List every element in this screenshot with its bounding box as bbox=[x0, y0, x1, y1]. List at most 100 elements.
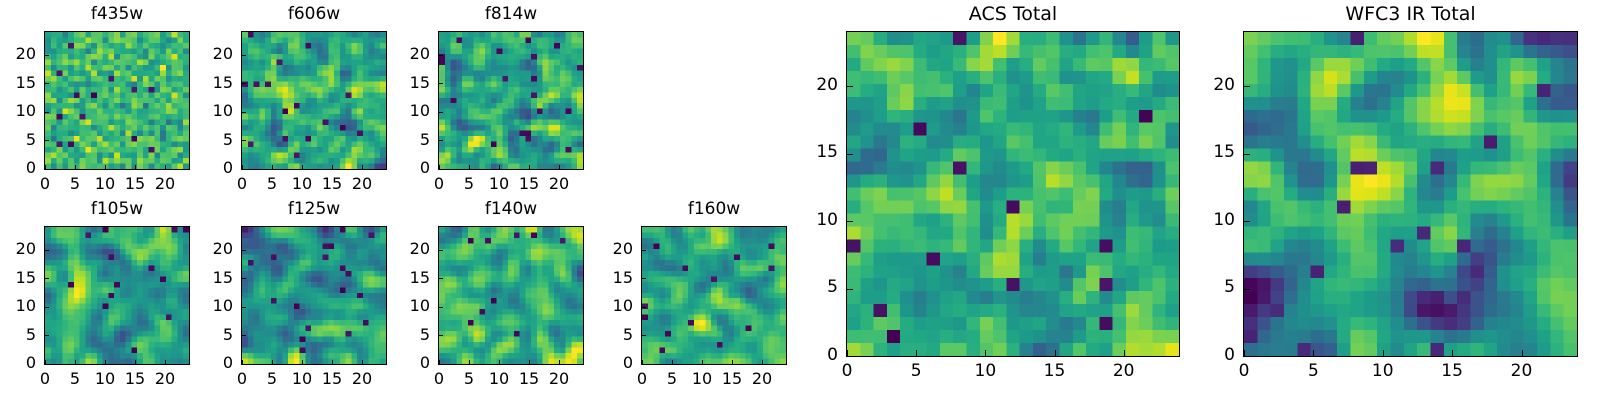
ytick-wfc3_ir_total-5 bbox=[1244, 289, 1250, 290]
ytick-acs_total-15 bbox=[847, 154, 853, 155]
xticklabel-f105w-20: 20 bbox=[154, 369, 176, 388]
xticklabel-f606w-0: 0 bbox=[236, 174, 248, 193]
xticklabel-f140w-0: 0 bbox=[433, 369, 445, 388]
ytick-f125w-0 bbox=[242, 364, 246, 365]
ytick-f125w-15 bbox=[242, 278, 246, 279]
yticklabel-f606w-0: 0 bbox=[222, 158, 233, 178]
xtick-wfc3_ir_total-15 bbox=[1452, 350, 1453, 356]
yticklabel-f140w-0: 0 bbox=[419, 353, 430, 373]
yticklabel-f125w-15: 15 bbox=[212, 267, 233, 287]
xticklabel-wfc3_ir_total-0: 0 bbox=[1238, 361, 1250, 381]
yticklabel-f606w-20: 20 bbox=[212, 44, 233, 64]
ytick-f140w-20 bbox=[439, 250, 443, 251]
ytick-f435w-5 bbox=[45, 140, 49, 141]
xticklabel-wfc3_ir_total-5: 5 bbox=[1307, 361, 1319, 381]
yticklabel-f125w-10: 10 bbox=[212, 296, 233, 316]
xtick-wfc3_ir_total-0 bbox=[1244, 350, 1245, 356]
yticklabel-f435w-15: 15 bbox=[15, 72, 36, 92]
yticklabel-wfc3_ir_total-15: 15 bbox=[1213, 142, 1235, 163]
yticklabel-f105w-0: 0 bbox=[25, 353, 36, 373]
ytick-wfc3_ir_total-15 bbox=[1244, 154, 1250, 155]
xticklabel-f105w-0: 0 bbox=[39, 369, 51, 388]
heatmap-canvas-wfc3_ir_total bbox=[1244, 32, 1577, 356]
yticklabel-acs_total-10: 10 bbox=[816, 209, 838, 230]
xticklabel-f814w-10: 10 bbox=[488, 174, 510, 193]
yticklabel-f140w-15: 15 bbox=[409, 267, 430, 287]
yticklabel-f105w-10: 10 bbox=[15, 296, 36, 316]
xticklabel-acs_total-20: 20 bbox=[1112, 361, 1135, 381]
xticklabel-f160w-10: 10 bbox=[691, 369, 713, 388]
xticklabel-f105w-15: 15 bbox=[124, 369, 146, 388]
yticklabel-f160w-20: 20 bbox=[612, 239, 633, 259]
ytick-f435w-20 bbox=[45, 55, 49, 56]
yticklabel-wfc3_ir_total-20: 20 bbox=[1213, 74, 1235, 95]
xtick-f125w-15 bbox=[332, 360, 333, 364]
xtick-f606w-0 bbox=[242, 165, 243, 169]
yticklabel-f606w-5: 5 bbox=[222, 129, 233, 149]
ytick-acs_total-5 bbox=[847, 289, 853, 290]
xticklabel-f606w-10: 10 bbox=[291, 174, 313, 193]
ytick-f606w-20 bbox=[242, 55, 246, 56]
xticklabel-f105w-5: 5 bbox=[69, 369, 81, 388]
xtick-f814w-20 bbox=[559, 165, 560, 169]
yticklabel-f606w-10: 10 bbox=[212, 101, 233, 121]
xticklabel-f606w-15: 15 bbox=[321, 174, 343, 193]
xticklabel-f435w-20: 20 bbox=[154, 174, 176, 193]
xtick-f160w-20 bbox=[762, 360, 763, 364]
xticklabel-f140w-20: 20 bbox=[548, 369, 570, 388]
heatmap-canvas-f105w bbox=[45, 227, 189, 364]
xtick-f814w-0 bbox=[439, 165, 440, 169]
yticklabel-f140w-20: 20 bbox=[409, 239, 430, 259]
heatmap-canvas-acs_total bbox=[847, 32, 1179, 356]
axes-f435w bbox=[44, 31, 190, 170]
axes-f606w bbox=[241, 31, 387, 170]
yticklabel-f105w-5: 5 bbox=[25, 324, 36, 344]
xtick-f606w-10 bbox=[302, 165, 303, 169]
xticklabel-f160w-15: 15 bbox=[721, 369, 743, 388]
yticklabel-f435w-10: 10 bbox=[15, 101, 36, 121]
yticklabel-f814w-10: 10 bbox=[409, 101, 430, 121]
yticklabel-f140w-10: 10 bbox=[409, 296, 430, 316]
xtick-f140w-15 bbox=[529, 360, 530, 364]
heatmap-canvas-f814w bbox=[439, 32, 583, 169]
yticklabel-f814w-15: 15 bbox=[409, 72, 430, 92]
xtick-f435w-15 bbox=[135, 165, 136, 169]
xticklabel-f140w-10: 10 bbox=[488, 369, 510, 388]
ytick-f105w-0 bbox=[45, 364, 49, 365]
xtick-wfc3_ir_total-20 bbox=[1522, 350, 1523, 356]
xticklabel-acs_total-5: 5 bbox=[910, 361, 922, 381]
xtick-f606w-20 bbox=[362, 165, 363, 169]
ytick-f814w-5 bbox=[439, 140, 443, 141]
ytick-f140w-5 bbox=[439, 335, 443, 336]
xtick-f160w-10 bbox=[702, 360, 703, 364]
xticklabel-acs_total-15: 15 bbox=[1043, 361, 1066, 381]
yticklabel-acs_total-5: 5 bbox=[827, 277, 838, 298]
heatmap-canvas-f125w bbox=[242, 227, 386, 364]
ytick-f606w-5 bbox=[242, 140, 246, 141]
yticklabel-f160w-10: 10 bbox=[612, 296, 633, 316]
panel-title-acs_total: ACS Total bbox=[968, 3, 1058, 25]
yticklabel-f140w-5: 5 bbox=[419, 324, 430, 344]
xticklabel-f435w-0: 0 bbox=[39, 174, 51, 193]
panel-title-f606w: f606w bbox=[287, 4, 341, 24]
yticklabel-f814w-20: 20 bbox=[409, 44, 430, 64]
xticklabel-f160w-20: 20 bbox=[751, 369, 773, 388]
xticklabel-f140w-15: 15 bbox=[518, 369, 540, 388]
panel-title-f140w: f140w bbox=[484, 199, 538, 219]
ytick-f105w-10 bbox=[45, 307, 49, 308]
xtick-f435w-5 bbox=[75, 165, 76, 169]
yticklabel-wfc3_ir_total-0: 0 bbox=[1224, 344, 1235, 365]
ytick-f105w-15 bbox=[45, 278, 49, 279]
xtick-f160w-0 bbox=[642, 360, 643, 364]
xtick-f160w-5 bbox=[672, 360, 673, 364]
ytick-acs_total-0 bbox=[847, 356, 853, 357]
xtick-f125w-10 bbox=[302, 360, 303, 364]
ytick-f435w-15 bbox=[45, 83, 49, 84]
ytick-f140w-15 bbox=[439, 278, 443, 279]
ytick-f125w-20 bbox=[242, 250, 246, 251]
ytick-wfc3_ir_total-0 bbox=[1244, 356, 1250, 357]
ytick-wfc3_ir_total-20 bbox=[1244, 86, 1250, 87]
xticklabel-f435w-15: 15 bbox=[124, 174, 146, 193]
xticklabel-wfc3_ir_total-15: 15 bbox=[1441, 361, 1463, 381]
xticklabel-f125w-15: 15 bbox=[321, 369, 343, 388]
